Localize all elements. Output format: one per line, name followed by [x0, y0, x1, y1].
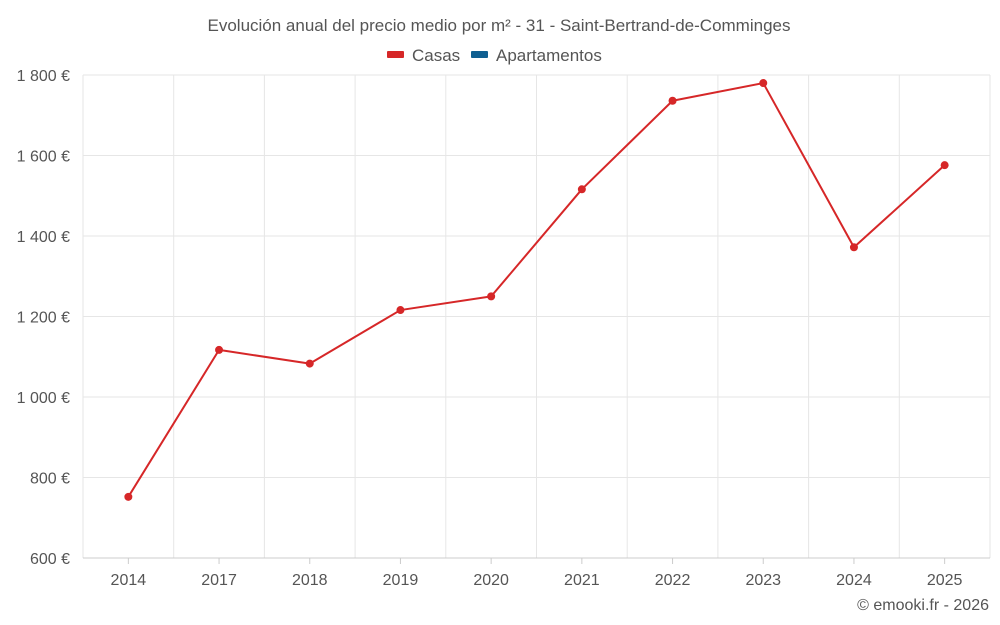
- y-axis: 600 € 800 € 1 000 € 1 200 € 1 400 € 1 600 € 1 …: [17, 68, 70, 568]
- legend-swatch-apartamentos: [471, 51, 488, 58]
- y-tick-label: 1 400 €: [17, 229, 70, 246]
- y-tick-label: 1 000 €: [17, 390, 70, 407]
- x-tick-label: 2019: [383, 572, 419, 589]
- data-point-casas-2018[interactable]: [305, 359, 314, 368]
- data-point-casas-2020[interactable]: [487, 292, 496, 301]
- y-tick-label: 1 600 €: [17, 149, 70, 166]
- x-tick-label: 2021: [564, 572, 600, 589]
- y-tick-label: 600 €: [30, 551, 70, 568]
- data-point-casas-2023[interactable]: [759, 79, 768, 88]
- x-tick-label: 2020: [473, 572, 509, 589]
- x-tick-label: 2014: [111, 572, 147, 589]
- gridlines: [82, 74, 991, 558]
- x-axis: 2014 2017 2018 2019 2020 2021 2022 2023 2024 2025: [83, 557, 990, 589]
- y-tick-label: 1 800 €: [17, 68, 70, 85]
- data-point-casas-2025[interactable]: [940, 161, 949, 170]
- legend-swatch-casas: [387, 51, 404, 58]
- x-tick-label: 2018: [292, 572, 328, 589]
- x-tick-label: 2025: [927, 572, 963, 589]
- data-point-casas-2024[interactable]: [849, 243, 858, 252]
- legend-item-casas[interactable]: Casas: [387, 46, 460, 65]
- legend-label-casas: Casas: [412, 46, 460, 65]
- legend: Casas Apartamentos: [387, 46, 602, 65]
- legend-item-apartamentos[interactable]: Apartamentos: [471, 46, 602, 65]
- x-tick-label: 2022: [655, 572, 691, 589]
- data-point-casas-2019[interactable]: [396, 306, 405, 315]
- chart-title: Evolución anual del precio medio por m² …: [208, 16, 791, 35]
- series-line-casas: [127, 82, 946, 498]
- data-point-casas-2021[interactable]: [577, 185, 586, 194]
- data-point-casas-2014[interactable]: [124, 492, 133, 501]
- series-casas: [124, 79, 949, 501]
- data-point-casas-2017[interactable]: [215, 345, 224, 354]
- y-tick-label: 800 €: [30, 471, 70, 488]
- x-tick-label: 2017: [201, 572, 237, 589]
- x-tick-label: 2024: [836, 572, 872, 589]
- data-point-casas-2022[interactable]: [668, 96, 677, 105]
- y-tick-label: 1 200 €: [17, 310, 70, 327]
- x-tick-label: 2023: [745, 572, 781, 589]
- legend-label-apartamentos: Apartamentos: [496, 46, 602, 65]
- credit-text: © emooki.fr - 2026: [857, 597, 989, 614]
